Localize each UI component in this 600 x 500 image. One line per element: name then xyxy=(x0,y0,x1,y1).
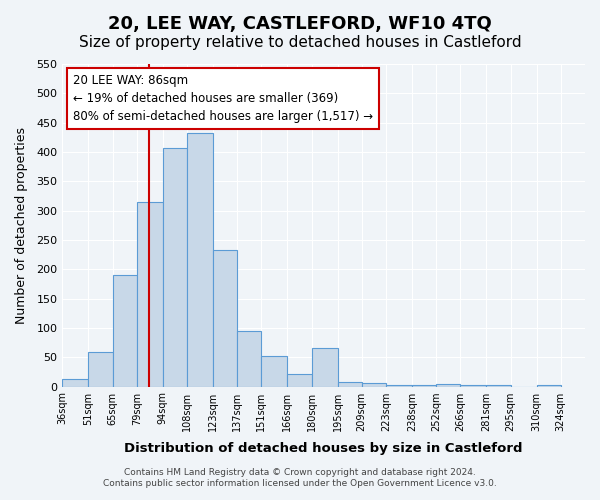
Bar xyxy=(163,148,187,386)
Bar xyxy=(311,348,338,387)
Bar xyxy=(436,384,460,386)
Bar xyxy=(362,383,386,386)
Text: Size of property relative to detached houses in Castleford: Size of property relative to detached ho… xyxy=(79,35,521,50)
Bar xyxy=(237,332,262,386)
Text: Contains HM Land Registry data © Crown copyright and database right 2024.
Contai: Contains HM Land Registry data © Crown c… xyxy=(103,468,497,487)
Bar xyxy=(262,356,287,386)
Bar xyxy=(88,352,113,386)
Bar xyxy=(213,250,237,386)
Y-axis label: Number of detached properties: Number of detached properties xyxy=(15,127,28,324)
Bar xyxy=(137,202,163,386)
Text: 20, LEE WAY, CASTLEFORD, WF10 4TQ: 20, LEE WAY, CASTLEFORD, WF10 4TQ xyxy=(108,15,492,33)
X-axis label: Distribution of detached houses by size in Castleford: Distribution of detached houses by size … xyxy=(124,442,523,455)
Bar xyxy=(287,374,311,386)
Bar xyxy=(62,380,88,386)
Bar xyxy=(113,275,137,386)
Bar xyxy=(338,382,362,386)
Text: 20 LEE WAY: 86sqm
← 19% of detached houses are smaller (369)
80% of semi-detache: 20 LEE WAY: 86sqm ← 19% of detached hous… xyxy=(73,74,373,122)
Bar xyxy=(187,133,213,386)
